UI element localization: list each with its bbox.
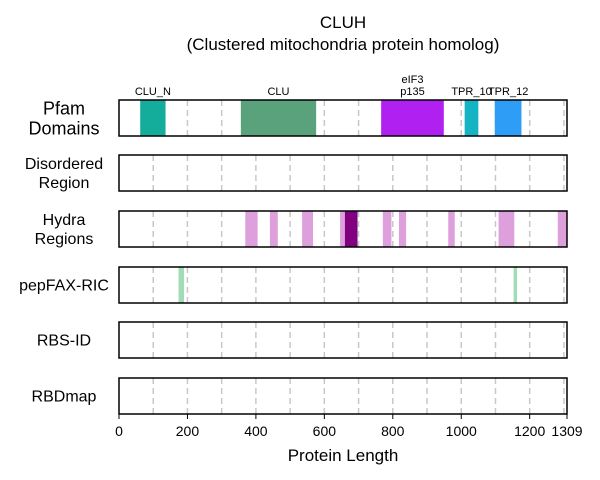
x-tick-label: 1309 [551, 423, 582, 439]
track-segment [381, 100, 444, 136]
domain-label: p135 [400, 86, 424, 98]
x-tick-label: 1200 [514, 423, 545, 439]
track-label: pepFAX-RIC [19, 278, 109, 295]
x-tick-label: 800 [381, 423, 405, 439]
domain-label: eIF3 [401, 74, 423, 86]
track-frame [118, 321, 568, 359]
x-tick-label: 0 [115, 423, 123, 439]
track-1: Disordered Region [25, 154, 568, 192]
track-label: Domains [28, 118, 99, 138]
track-label: Pfam [43, 98, 85, 118]
track-frame [118, 99, 568, 137]
domain-label: TPR_10 [451, 86, 491, 98]
track-segment [245, 211, 258, 247]
x-tick-label: 200 [176, 423, 200, 439]
track-segment [344, 211, 358, 247]
track-segment [382, 211, 392, 247]
track-segment [302, 211, 314, 247]
track-label: Region [39, 175, 90, 192]
track-segment [494, 100, 522, 136]
track-frame [118, 266, 568, 304]
track-label: Disordered [25, 156, 103, 173]
track-segment [178, 267, 185, 303]
track-frame [118, 154, 568, 192]
track-label: Regions [35, 231, 94, 248]
chart-title: CLUH [320, 13, 366, 32]
domain-label: TPR_12 [488, 86, 528, 98]
track-label: RBDmap [32, 389, 97, 406]
x-tick-label: 400 [244, 423, 268, 439]
track-label: RBS-ID [37, 333, 91, 350]
track-frame [118, 377, 568, 415]
x-axis-label: Protein Length [288, 446, 399, 465]
track-segment [269, 211, 278, 247]
track-segment [498, 211, 515, 247]
x-tick-label: 600 [313, 423, 337, 439]
chart-subtitle: (Clustered mitochondria protein homolog) [187, 35, 500, 54]
domain-label: CLU_N [135, 86, 171, 98]
track-4: RBS-ID [37, 321, 568, 359]
track-frame [118, 210, 568, 248]
track-segment [340, 211, 345, 247]
track-segment [448, 211, 455, 247]
x-axis: 0 200 400 600 800 1000 1200 1309 [115, 414, 583, 439]
x-tick-label: 1000 [446, 423, 477, 439]
track-2: Hydra Regions [35, 210, 568, 248]
track-label: Hydra [43, 212, 86, 229]
track-3: pepFAX-RIC [19, 266, 568, 304]
domain-label: CLU [267, 86, 289, 98]
track-segment [398, 211, 407, 247]
track-segment [557, 211, 567, 247]
track-segment [513, 267, 518, 303]
track-segment [464, 100, 479, 136]
track-5: RBDmap [32, 377, 568, 415]
track-segment [140, 100, 166, 136]
track-segment [240, 100, 317, 136]
